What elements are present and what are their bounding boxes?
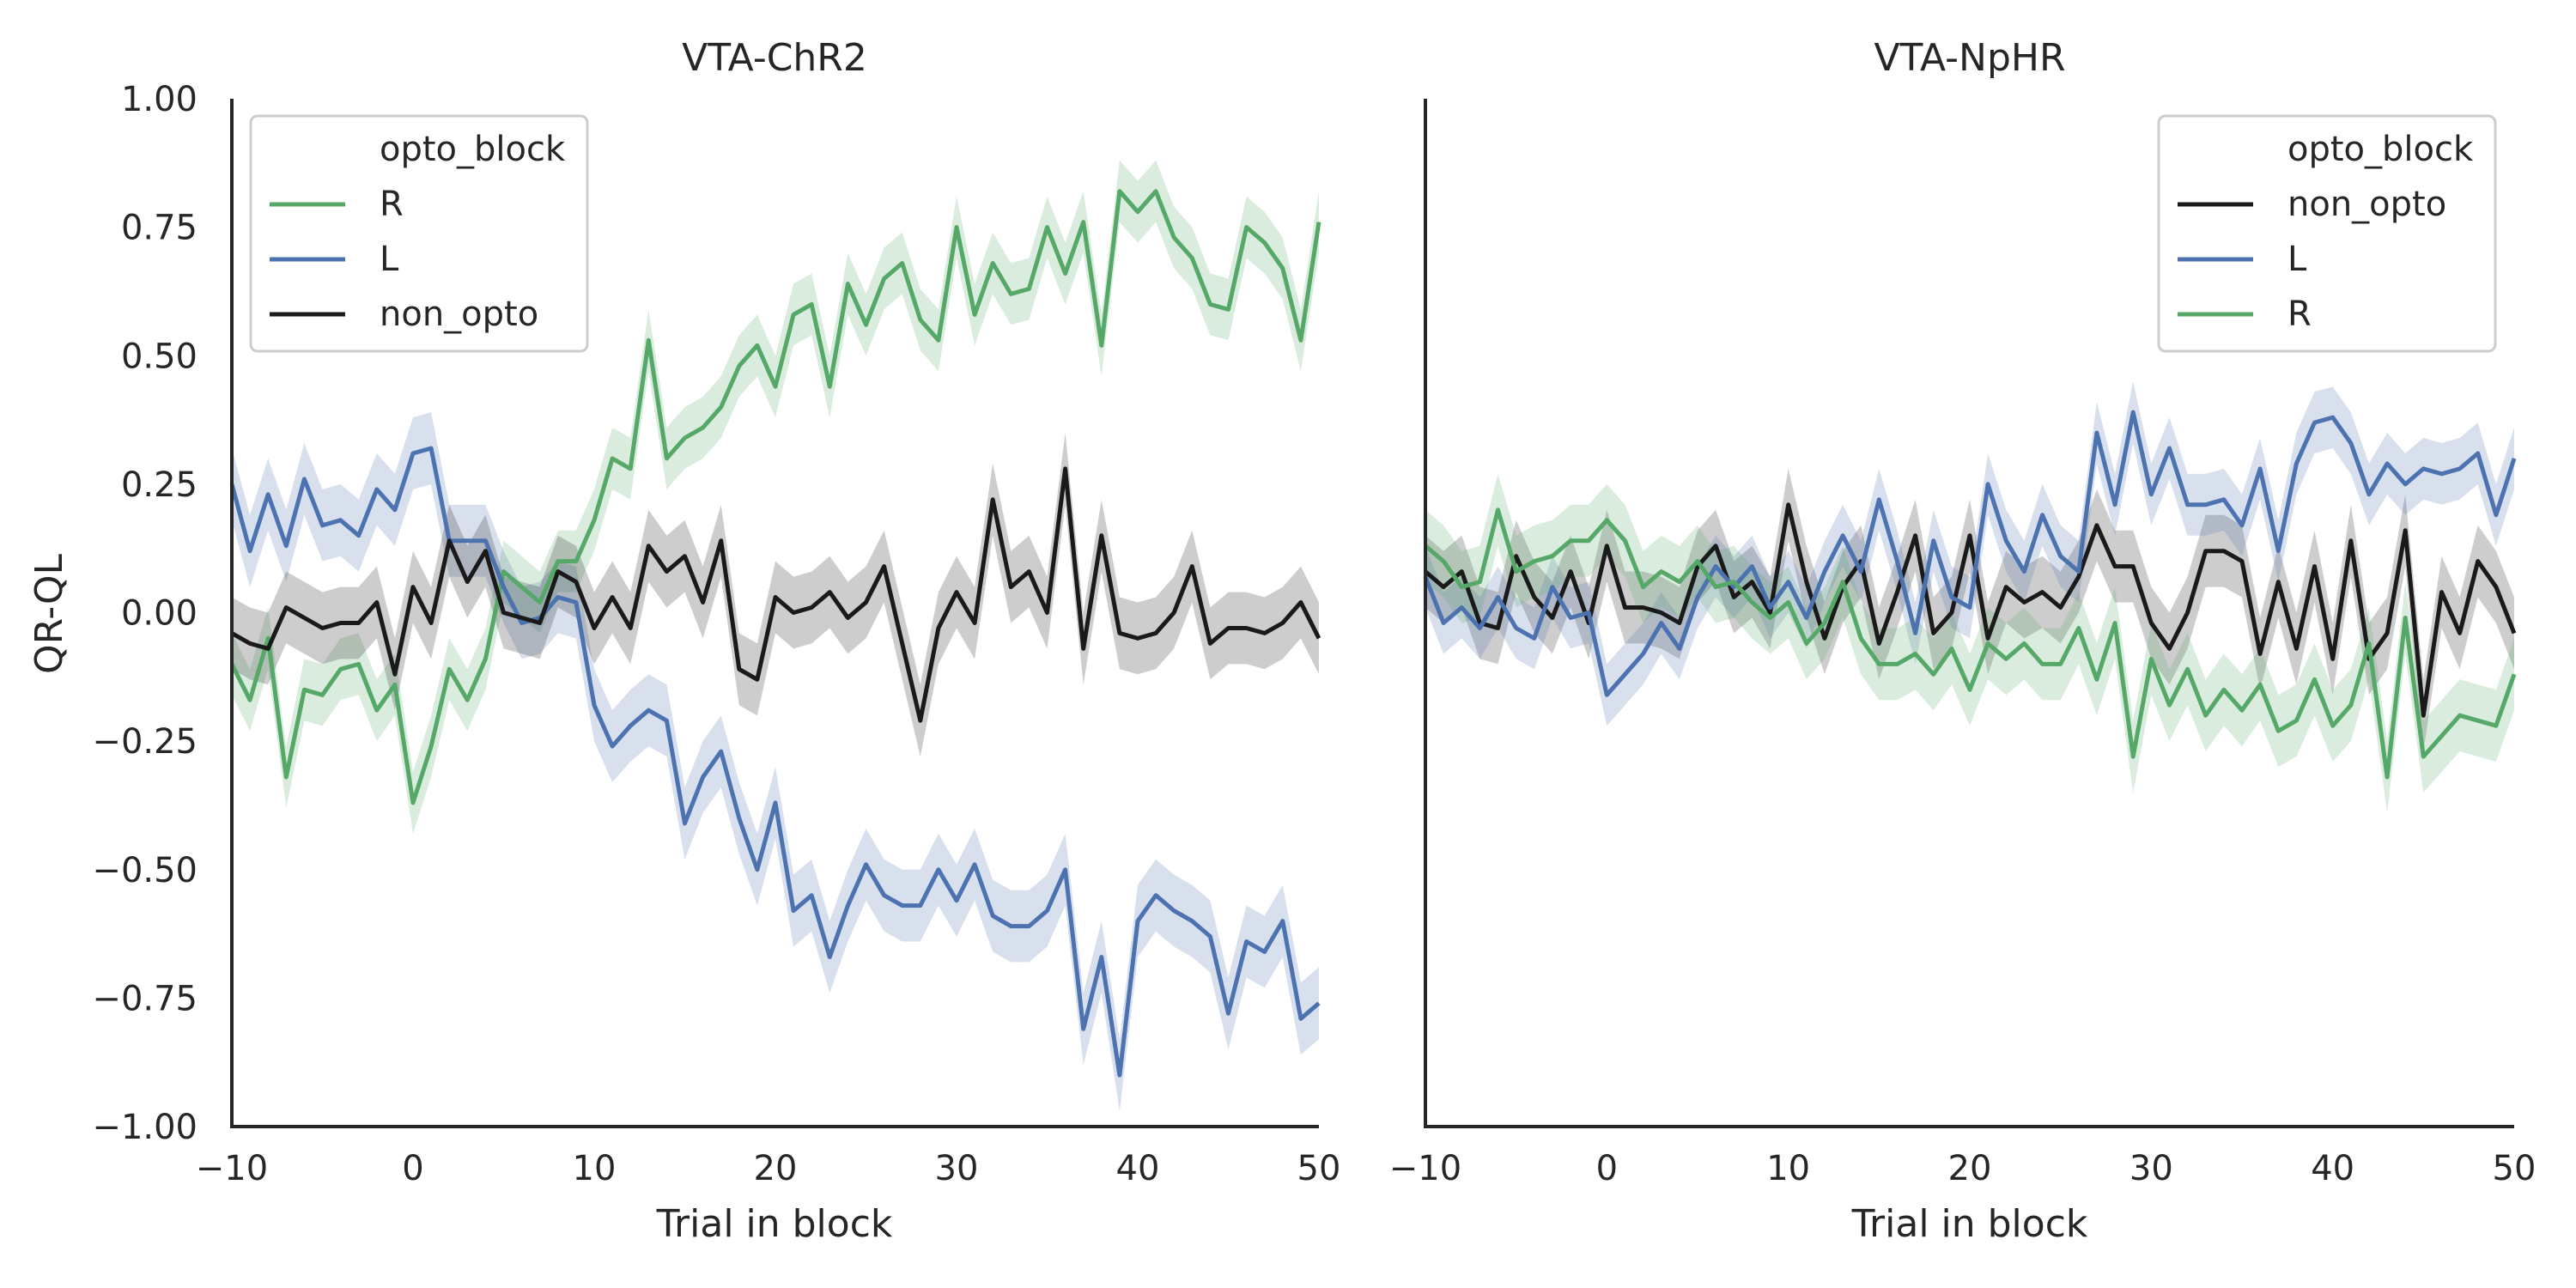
y-tick-label: 0.00: [121, 594, 197, 634]
x-tick-label: 40: [1116, 1149, 1160, 1188]
legend-title: opto_block: [380, 130, 566, 169]
x-tick-label: 20: [1948, 1149, 1992, 1188]
y-axis-label: QR-QL: [27, 553, 71, 674]
y-tick-label: −1.00: [92, 1108, 197, 1147]
series-line-R: [1424, 507, 2517, 780]
ci-band-L: [232, 412, 1319, 1112]
x-axis-label: Trial in block: [1851, 1202, 2088, 1246]
series-line-L: [1423, 410, 2517, 697]
panel-vta-nphr: VTA-NpHR −10 0 10 20 30 40 50 Trial in block o…: [1389, 36, 2537, 1246]
y-tick-label: −0.50: [92, 851, 197, 890]
legend-title: opto_block: [2287, 130, 2474, 169]
x-axis-label: Trial in block: [656, 1202, 893, 1246]
x-tick-label: 20: [754, 1149, 798, 1188]
x-tick-label: 30: [2129, 1149, 2173, 1188]
x-tick-label: 10: [573, 1149, 617, 1188]
panel-vta-chr2: VTA-ChR2 −10 0 10 20 30 40 50 −1.00 −0.75 −0.50 −0…: [92, 36, 1340, 1246]
y-tick-label: 0.75: [121, 209, 197, 248]
legend-label-L: L: [380, 240, 399, 279]
series-lines: [1423, 410, 2517, 780]
axes: [230, 99, 1319, 1128]
ci-band-non_opto: [1425, 468, 2514, 752]
x-tick-label: 40: [2311, 1149, 2354, 1188]
x-tick-label: 30: [935, 1149, 979, 1188]
tick-labels: −10 0 10 20 30 40 50 −1.00 −0.75 −0.50 −0.25 0.00 0.…: [92, 80, 1340, 1188]
y-tick-label: 0.50: [121, 337, 197, 376]
x-tick-label: −10: [1389, 1149, 1461, 1188]
ci-band-R: [1425, 473, 2514, 813]
legend-label-non_opto: non_opto: [2287, 185, 2446, 224]
x-tick-label: 50: [2493, 1149, 2537, 1188]
ci-bands: [1425, 381, 2514, 813]
x-tick-label: 0: [1596, 1149, 1618, 1188]
series-line-L: [229, 446, 1321, 1078]
legend-label-non_opto: non_opto: [380, 295, 538, 334]
tick-labels: −10 0 10 20 30 40 50: [1389, 1149, 2537, 1188]
legend-label-R: R: [380, 185, 404, 224]
x-tick-label: −10: [196, 1149, 268, 1188]
panel-title: VTA-ChR2: [682, 36, 867, 80]
y-tick-label: −0.25: [92, 722, 197, 762]
series-line-R: [229, 189, 1321, 805]
legend-box: [2157, 114, 2497, 353]
legend-box: [249, 114, 589, 353]
y-tick-label: 0.25: [121, 465, 197, 505]
legend-label-R: R: [2287, 295, 2312, 334]
y-tick-label: −0.75: [92, 979, 197, 1018]
ci-band-non_opto: [232, 433, 1319, 757]
series-lines: [229, 189, 1321, 1078]
x-tick-label: 50: [1297, 1149, 1341, 1188]
axes: [1424, 99, 2514, 1128]
y-tick-label: 1.00: [121, 80, 197, 119]
x-tick-label: 0: [402, 1149, 423, 1188]
x-tick-label: 10: [1766, 1149, 1810, 1188]
series-line-non_opto: [1424, 502, 2517, 718]
series-line-non_opto: [230, 466, 1321, 723]
legend: opto_block non_opto LR: [2157, 114, 2497, 353]
legend-label-L: L: [2287, 240, 2307, 279]
panel-title: VTA-NpHR: [1874, 36, 2065, 80]
